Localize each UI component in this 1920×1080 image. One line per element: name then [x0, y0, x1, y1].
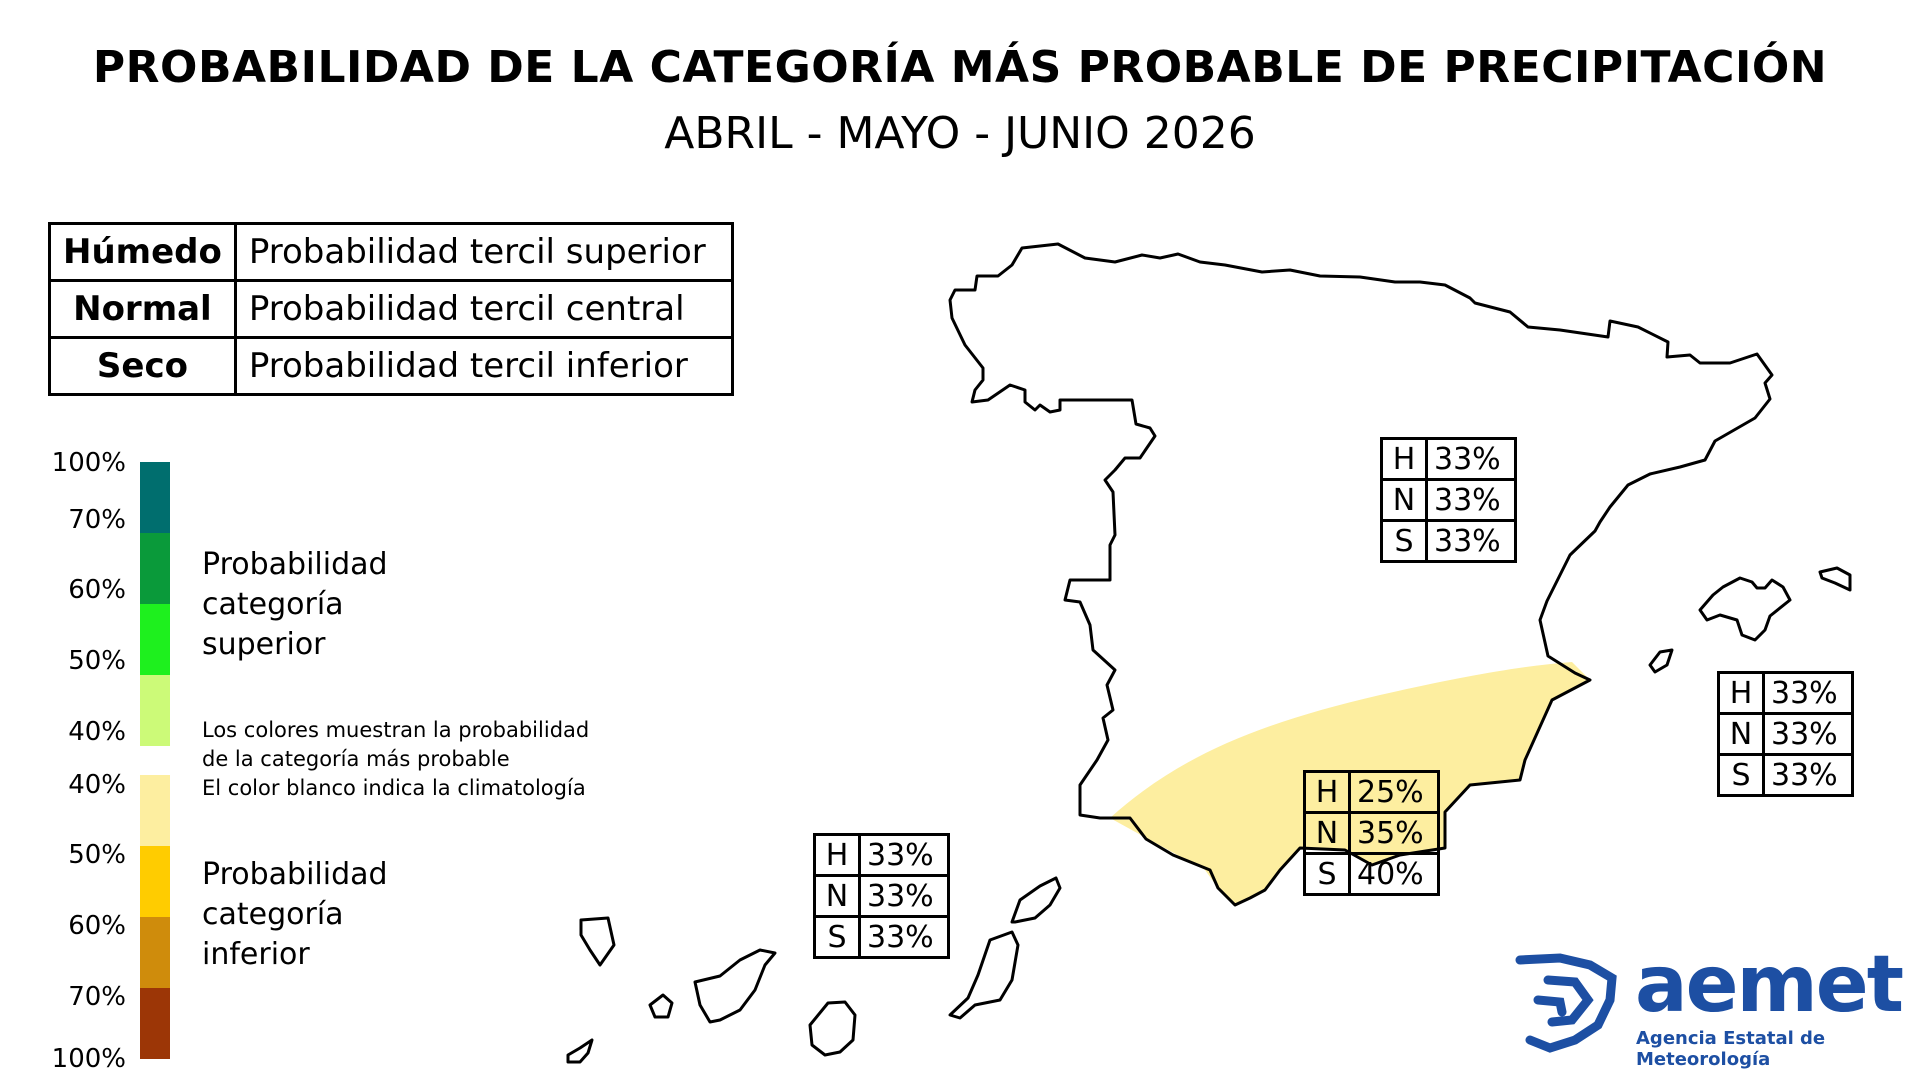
island-fuerteventura: [948, 930, 1020, 1020]
scale-label: 70%: [68, 982, 126, 1012]
region-key: H: [1380, 437, 1428, 481]
region-value: 33%: [1762, 671, 1854, 715]
region-table-baleares: H 33% N 33% S 33%: [1717, 671, 1854, 797]
region-key: N: [1303, 811, 1351, 855]
region-value: 33%: [1425, 437, 1517, 481]
region-value: 33%: [1762, 712, 1854, 756]
scale-label: 50%: [68, 646, 126, 676]
aemet-logo-icon: [1515, 953, 1617, 1053]
region-key: N: [1380, 478, 1428, 522]
map-subtitle: ABRIL - MAYO - JUNIO 2026: [664, 108, 1256, 159]
island-mallorca: [1698, 576, 1792, 642]
scale-label: 100%: [51, 448, 126, 478]
region-key: H: [813, 833, 861, 877]
region-row: H 25%: [1303, 770, 1440, 814]
legend-category: Normal: [48, 279, 237, 339]
legend-description: Probabilidad tercil central: [233, 279, 734, 339]
island-menorca: [1818, 566, 1852, 592]
scale-label: 40%: [68, 717, 126, 747]
region-value: 35%: [1348, 811, 1440, 855]
region-value: 25%: [1348, 770, 1440, 814]
lower-category-label: Probabilidad categoría inferior: [202, 857, 388, 972]
scale-note: Los colores muestran la probabilidad de …: [202, 718, 590, 800]
region-value: 33%: [1425, 478, 1517, 522]
island-tenerife: [693, 948, 777, 1024]
region-key: S: [1380, 519, 1428, 563]
island-lanzarote: [1010, 876, 1062, 924]
region-value: 33%: [858, 874, 950, 918]
region-key: H: [1717, 671, 1765, 715]
region-table-canarias: H 33% N 33% S 33%: [813, 833, 950, 959]
scale-swatch: [140, 775, 170, 846]
aemet-logo-subtitle: Agencia Estatal de Meteorología: [1636, 1028, 1826, 1070]
region-row: N 35%: [1303, 811, 1440, 855]
legend-description: Probabilidad tercil inferior: [233, 336, 734, 396]
region-row: N 33%: [1380, 478, 1517, 522]
region-row: H 33%: [1717, 671, 1854, 715]
legend-description: Probabilidad tercil superior: [233, 222, 734, 282]
region-row: S 33%: [1717, 753, 1854, 797]
island-ibiza: [1648, 648, 1674, 674]
scale-label: 40%: [68, 770, 126, 800]
legend-category: Seco: [48, 336, 237, 396]
region-row: S 33%: [813, 915, 950, 959]
scale-swatch: [140, 917, 170, 988]
region-row: N 33%: [813, 874, 950, 918]
island-el-hierro: [566, 1038, 594, 1064]
region-table-sureste: H 25% N 35% S 40%: [1303, 770, 1440, 896]
scale-swatch: [140, 988, 170, 1059]
island-la-palma: [579, 916, 616, 967]
legend-category: Húmedo: [48, 222, 237, 282]
scale-swatch: [140, 604, 170, 675]
scale-label: 50%: [68, 840, 126, 870]
legend-row-humedo: Húmedo Probabilidad tercil superior: [48, 222, 734, 282]
scale-swatch: [140, 675, 170, 746]
scale-swatch: [140, 846, 170, 917]
scale-label: 70%: [68, 505, 126, 535]
region-value: 33%: [858, 915, 950, 959]
island-gran-canaria: [808, 1000, 857, 1057]
peninsula-outline: [948, 242, 1774, 907]
region-key: N: [813, 874, 861, 918]
region-row: H 33%: [813, 833, 950, 877]
scale-label: 60%: [68, 911, 126, 941]
region-row: N 33%: [1717, 712, 1854, 756]
region-value: 33%: [1425, 519, 1517, 563]
legend-row-seco: Seco Probabilidad tercil inferior: [48, 336, 734, 396]
aemet-logo-text: aemet: [1635, 940, 1904, 1030]
region-row: H 33%: [1380, 437, 1517, 481]
map-title: PROBABILIDAD DE LA CATEGORÍA MÁS PROBABL…: [92, 42, 1828, 93]
legend-row-normal: Normal Probabilidad tercil central: [48, 279, 734, 339]
region-row: S 33%: [1380, 519, 1517, 563]
region-table-peninsula-norte: H 33% N 33% S 33%: [1380, 437, 1517, 563]
scale-swatch: [140, 462, 170, 533]
scale-label: 100%: [51, 1044, 126, 1074]
region-key: N: [1717, 712, 1765, 756]
category-legend-table: Húmedo Probabilidad tercil superior Norm…: [48, 222, 734, 396]
region-row: S 40%: [1303, 852, 1440, 896]
region-key: S: [813, 915, 861, 959]
region-key: S: [1717, 753, 1765, 797]
region-key: S: [1303, 852, 1351, 896]
region-key: H: [1303, 770, 1351, 814]
island-la-gomera: [648, 993, 674, 1019]
scale-label: 60%: [68, 575, 126, 605]
region-value: 33%: [1762, 753, 1854, 797]
region-value: 33%: [858, 833, 950, 877]
region-value: 40%: [1348, 852, 1440, 896]
upper-category-label: Probabilidad categoría superior: [202, 547, 388, 662]
scale-swatch: [140, 533, 170, 604]
